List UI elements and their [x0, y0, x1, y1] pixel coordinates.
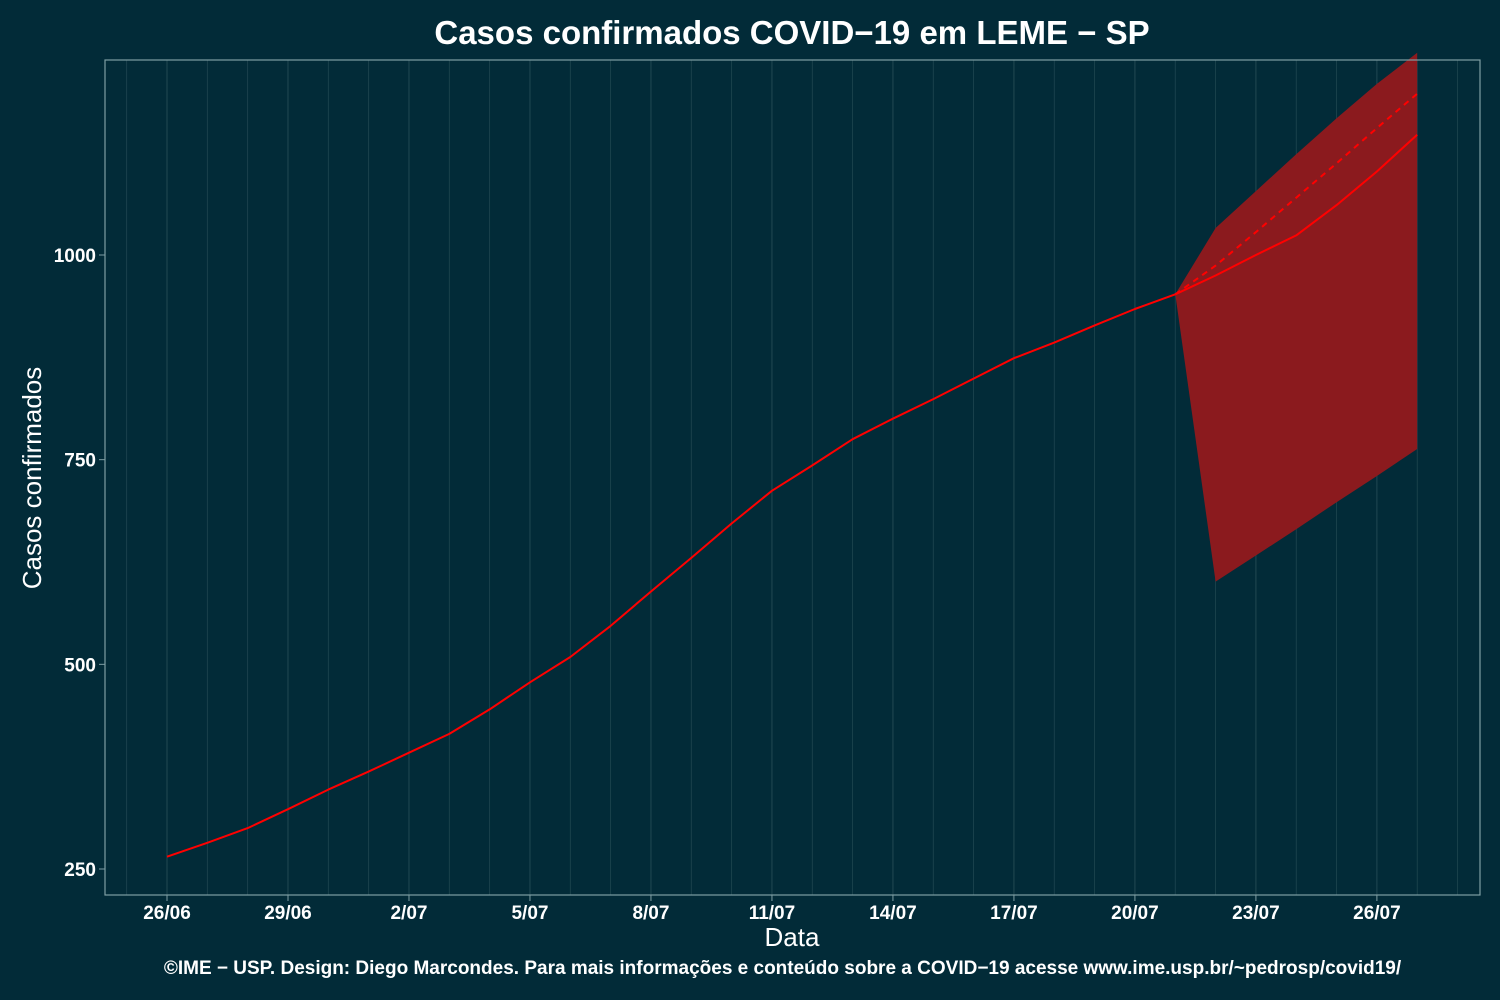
- y-tick-label: 500: [64, 655, 96, 676]
- prediction-band: [1175, 52, 1418, 582]
- y-tick-label: 750: [64, 451, 96, 472]
- y-tick-label: 250: [64, 860, 96, 881]
- trend-line: [1174, 92, 1418, 296]
- x-tick-label: 26/06: [143, 903, 191, 924]
- y-axis-title: Casos confirmados: [17, 367, 47, 590]
- plot-frame: [104, 59, 1481, 896]
- footer-credit: ©IME − USP. Design: Diego Marcondes. Par…: [163, 958, 1402, 979]
- prediction-line: [1174, 133, 1418, 296]
- x-tick-label: 29/06: [264, 903, 312, 924]
- chart-title: Casos confirmados COVID−19 em LEME − SP: [434, 14, 1150, 51]
- x-tick-label: 17/07: [990, 903, 1038, 924]
- x-tick-label: 14/07: [869, 903, 917, 924]
- prediction-interval: [1175, 52, 1418, 582]
- x-tick-label: 23/07: [1232, 903, 1280, 924]
- x-axis-title: Data: [765, 922, 820, 952]
- y-tick-label: 1000: [54, 246, 96, 267]
- observed-line: [166, 293, 1176, 858]
- x-tick-label: 5/07: [511, 903, 548, 924]
- x-axis: 26/06 29/06 2/07 5/07 8/07 11/07 14/07 17/07 20/…: [143, 895, 1401, 924]
- x-tick-label: 26/07: [1353, 903, 1401, 924]
- x-tick-label: 2/07: [390, 903, 427, 924]
- x-tick-label: 11/07: [749, 903, 796, 924]
- x-tick-label: 8/07: [632, 903, 669, 924]
- x-tick-label: 20/07: [1111, 903, 1159, 924]
- series-lines: [166, 92, 1418, 858]
- gridlines: [126, 60, 1458, 895]
- y-axis: 250 500 750 1000: [54, 246, 105, 881]
